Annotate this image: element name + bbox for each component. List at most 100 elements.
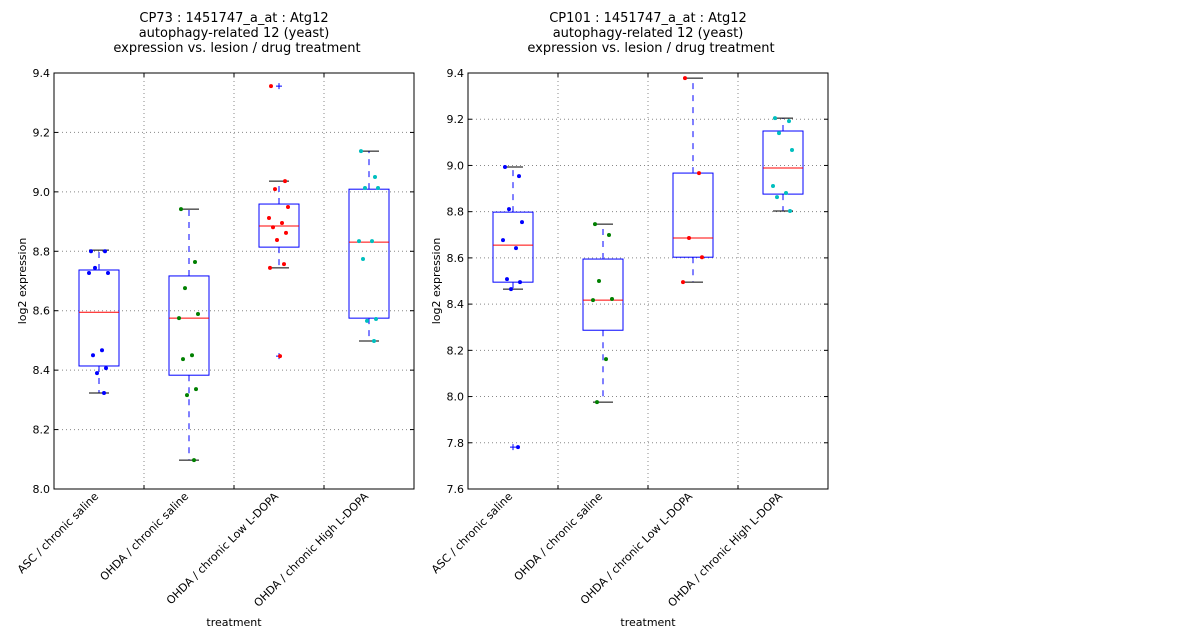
data-point: [363, 185, 367, 190]
data-point: [683, 76, 687, 81]
box-2: [168, 207, 210, 463]
data-point: [286, 205, 290, 210]
data-point: [192, 458, 196, 463]
data-point: [591, 298, 595, 303]
chart-title-line-2: autophagy-related 12 (yeast): [139, 26, 330, 41]
data-point: [100, 348, 104, 353]
chart-cp101: CP101 : 1451747_a_at : Atg12 autophagy-r…: [429, 11, 829, 629]
iqr-box: [168, 275, 210, 376]
data-point: [284, 230, 288, 235]
iqr-box: [672, 172, 714, 258]
data-point: [607, 233, 611, 238]
x-axis-label: treatment: [620, 616, 676, 629]
data-point: [503, 165, 507, 170]
data-point: [89, 249, 93, 254]
y-tick-label: 8.4: [33, 364, 51, 377]
data-point: [501, 238, 505, 243]
y-tick-label: 9.4: [447, 67, 465, 80]
box-2: [582, 222, 624, 405]
data-point: [273, 187, 277, 192]
data-point: [275, 237, 279, 242]
data-point: [787, 119, 791, 124]
data-point: [505, 277, 509, 282]
iqr-box: [78, 269, 120, 367]
y-tick-label: 8.6: [447, 252, 465, 265]
data-point: [775, 195, 779, 200]
data-point: [507, 207, 511, 212]
y-tick-label: 9.4: [33, 67, 51, 80]
y-tick-label: 8.6: [33, 305, 51, 318]
data-point: [93, 265, 97, 270]
y-tick-label: 8.0: [447, 391, 465, 404]
data-point: [283, 179, 287, 184]
data-point: [517, 174, 521, 179]
data-point: [520, 220, 524, 225]
data-point: [777, 131, 781, 136]
data-point: [790, 147, 794, 152]
box-4: [762, 116, 804, 213]
y-tick-label: 8.0: [33, 483, 51, 496]
data-point: [514, 246, 518, 251]
x-tick-label: ASC / chronic saline: [429, 490, 515, 576]
data-point: [784, 190, 788, 195]
y-tick-label: 8.8: [447, 206, 465, 219]
plot-frame: [53, 72, 415, 490]
y-axis-label: log2 expression: [16, 238, 29, 325]
data-point: [103, 249, 107, 254]
data-point: [282, 262, 286, 267]
data-point: [773, 116, 777, 121]
data-point: [595, 400, 599, 405]
data-point: [604, 357, 608, 362]
x-axis-label: treatment: [206, 616, 262, 629]
data-point: [179, 207, 183, 212]
data-point: [697, 171, 701, 176]
box-3: [672, 76, 714, 285]
y-axis-label: log2 expression: [430, 238, 443, 325]
data-point: [177, 316, 181, 321]
data-point: [267, 216, 271, 221]
chart-title-line-1: CP73 : 1451747_a_at : Atg12: [139, 11, 328, 26]
data-point: [516, 445, 520, 450]
data-point: [374, 317, 378, 322]
data-point: [361, 257, 365, 262]
data-point: [181, 357, 185, 362]
y-tick-label: 8.4: [447, 298, 465, 311]
y-tick-label: 7.8: [447, 437, 465, 450]
data-point: [681, 280, 685, 285]
box-4: [348, 149, 390, 344]
data-point: [518, 280, 522, 285]
data-point: [185, 393, 189, 398]
data-point: [104, 366, 108, 371]
chart-title-line-2: autophagy-related 12 (yeast): [553, 26, 744, 41]
data-point: [106, 270, 110, 275]
x-tick-label: OHDA / chronic saline: [98, 490, 192, 584]
flier-marker: [510, 444, 516, 451]
chart-title-line-3: expression vs. lesion / drug treatment: [527, 41, 774, 56]
data-point: [788, 208, 792, 213]
data-point: [597, 279, 601, 283]
x-tick-label: ASC / chronic saline: [15, 490, 101, 576]
data-point: [280, 221, 284, 226]
data-point: [372, 339, 376, 344]
data-point: [357, 239, 361, 244]
data-point: [610, 297, 614, 302]
data-point: [365, 318, 369, 323]
y-tick-label: 8.2: [447, 344, 465, 357]
data-point: [102, 391, 106, 396]
iqr-box: [348, 188, 390, 319]
y-tick-label: 8.8: [33, 245, 51, 258]
chart-title-line-1: CP101 : 1451747_a_at : Atg12: [549, 11, 747, 26]
data-point: [370, 239, 374, 244]
data-point: [687, 236, 691, 241]
y-tick-label: 9.2: [447, 113, 465, 126]
data-point: [593, 222, 597, 227]
y-tick-label: 8.2: [33, 424, 51, 437]
iqr-box: [582, 258, 624, 331]
box-1: [78, 249, 120, 396]
data-point: [193, 259, 197, 264]
y-tick-label: 9.0: [33, 186, 51, 199]
plot-frame: [467, 72, 829, 490]
y-tick-label: 9.2: [33, 126, 51, 139]
box-3: [258, 83, 300, 360]
